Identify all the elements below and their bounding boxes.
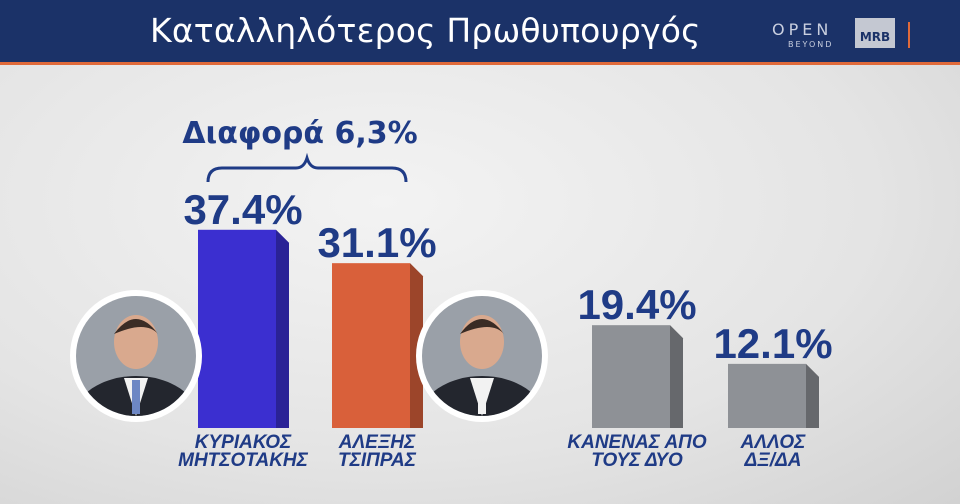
data-label: 19.4%: [577, 281, 696, 328]
header-bar: [0, 0, 960, 62]
data-label: 31.1%: [317, 219, 436, 266]
category-label: ΔΞ/ΔΑ: [744, 450, 802, 471]
category-label: ΚΑΝΕΝΑΣ ΑΠΟ: [567, 432, 706, 453]
category-label: ΤΟΥΣ ΔΥΟ: [591, 450, 683, 471]
bar: [332, 263, 410, 428]
bar: [198, 229, 276, 428]
category-label: ΜΗΤΣΟΤΑΚΗΣ: [178, 450, 309, 471]
hair-shape: [114, 319, 158, 334]
open-logo: OPEN: [772, 20, 833, 39]
mrb-logo: MRB: [855, 18, 895, 48]
tie-shape: [132, 380, 140, 414]
category-label: ΤΣΙΠΡΑΣ: [338, 450, 417, 471]
bar-side: [410, 263, 423, 428]
suit-shape: [76, 376, 196, 416]
data-label: 12.1%: [713, 320, 832, 367]
suit-shape: [422, 376, 542, 416]
category-label: ΑΛΕΞΗΣ: [338, 432, 416, 453]
bar-side: [670, 325, 683, 428]
open-logo-tagline: BEYOND: [788, 40, 834, 49]
difference-brace: [206, 152, 408, 183]
logo-divider: [908, 22, 910, 48]
person-photo: [76, 315, 196, 416]
page-title: Καταλληλότερος Πρωθυπουργός: [150, 11, 701, 50]
category-label: ΑΛΛΟΣ: [740, 432, 806, 453]
data-label: 37.4%: [183, 186, 302, 233]
header-accent-line: [0, 62, 960, 65]
difference-annotation: Διαφορά 6,3%: [182, 116, 418, 151]
bar-side: [806, 363, 819, 428]
person-photo: [422, 315, 542, 416]
hair-shape: [460, 319, 504, 334]
category-label: ΚΥΡΙΑΚΟΣ: [195, 432, 292, 453]
bar: [592, 325, 670, 428]
bars-layer: [198, 229, 819, 428]
bar: [728, 363, 806, 428]
bar-side: [276, 229, 289, 428]
tie-shape: [478, 380, 486, 414]
photos-layer: [70, 290, 548, 422]
